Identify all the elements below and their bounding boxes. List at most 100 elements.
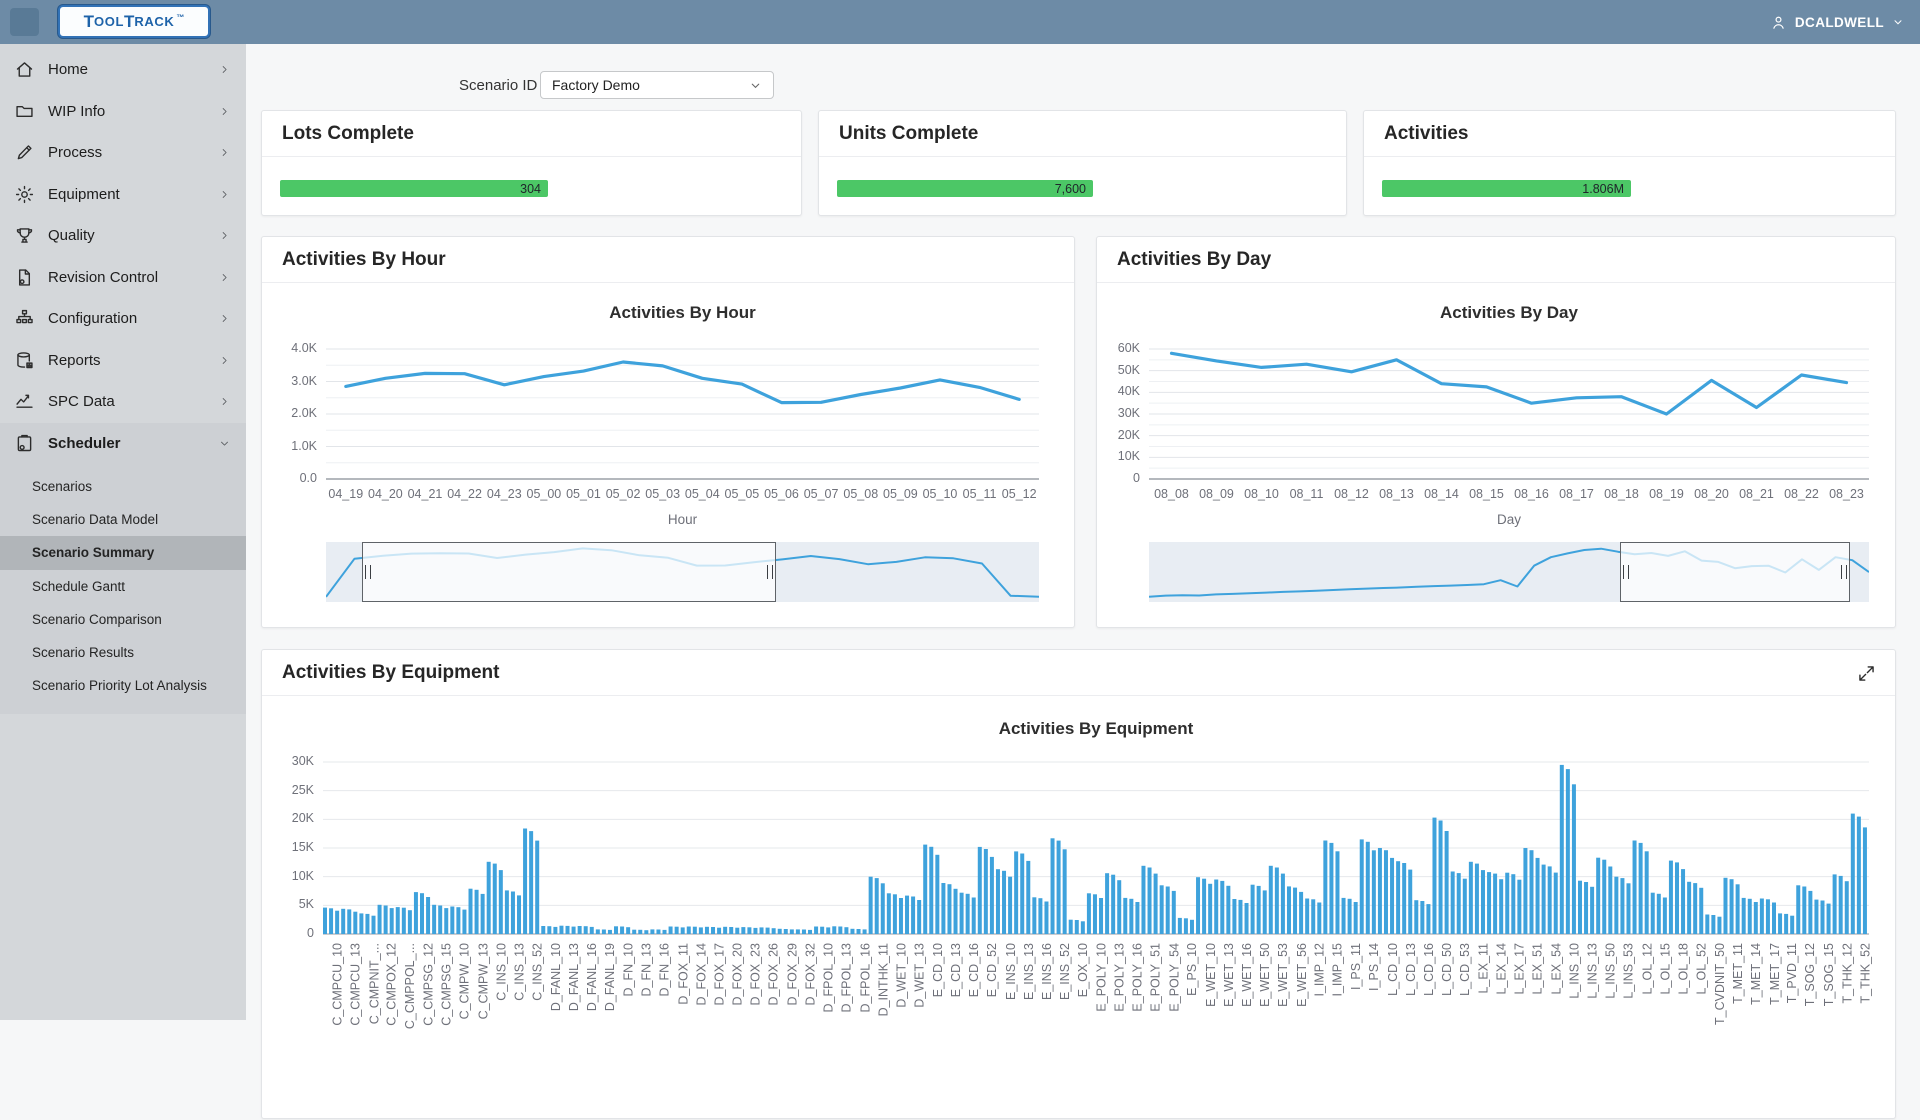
brush-handle-left[interactable] (365, 565, 371, 579)
kpi-title: Units Complete (839, 123, 979, 144)
sidebar-item-process[interactable]: Process (0, 132, 246, 174)
x-axis-tick-label: 04_22 (447, 487, 482, 501)
brush-handle-right[interactable] (1841, 565, 1847, 579)
y-axis-tick-label: 30K (291, 754, 314, 768)
chart-title: Activities By Day (1440, 303, 1578, 322)
sidebar-item-reports[interactable]: Reports (0, 340, 246, 382)
sidebar-item-scenario-summary[interactable]: Scenario Summary (0, 536, 246, 570)
scenario-id-label: Scenario ID (459, 77, 538, 94)
kpi-title: Lots Complete (282, 123, 414, 144)
sidebar-item-scheduler[interactable]: Scheduler (0, 422, 246, 464)
x-axis-tick-label: 05_11 (962, 487, 997, 501)
x-axis-tick-label: E_WET_50 (1258, 943, 1273, 1007)
brush-handle-left[interactable] (1623, 565, 1629, 579)
x-axis-tick-label: 05_10 (922, 487, 958, 501)
sidebar-item-scenario-comparison[interactable]: Scenario Comparison (0, 603, 246, 636)
x-axis-tick-label: E_POLY_16 (1130, 943, 1145, 1012)
chevron-down-icon (751, 83, 760, 88)
brush-window[interactable] (1620, 542, 1850, 602)
x-axis-tick-label: T_THK_52 (1858, 943, 1873, 1004)
x-axis-tick-label: E_INS_10 (1003, 943, 1018, 1000)
sidebar-item-configuration[interactable]: Configuration (0, 298, 246, 340)
sidebar-item-schedule-gantt[interactable]: Schedule Gantt (0, 570, 246, 603)
x-axis-tick-label: D_FN_13 (639, 943, 654, 997)
x-axis-tick-label: 05_08 (843, 487, 879, 501)
x-axis-tick-label: 05_03 (645, 487, 681, 501)
x-axis-tick-label: D_FOX_23 (748, 943, 763, 1006)
kpi-progress-bar: 304 (280, 180, 548, 197)
sidebar-item-label: WIP Info (48, 102, 106, 120)
kpi-card-activities: Activities 1.806M (1363, 110, 1896, 216)
chevron-right-icon (222, 107, 227, 115)
sidebar-item-wip-info[interactable]: WIP Info (0, 91, 246, 133)
x-axis-tick-label: C_CMPOX_12 (385, 943, 400, 1026)
trophy-icon (16, 228, 33, 244)
menu-button[interactable] (10, 8, 39, 36)
x-axis-tick-label: T_MET_11 (1731, 943, 1745, 1004)
brush-handle-right[interactable] (767, 565, 773, 579)
x-axis-tick-label: D_FN_16 (657, 943, 672, 997)
x-axis-tick-label: L_EX_17 (1512, 943, 1527, 995)
folder-icon (16, 105, 33, 117)
x-axis-tick-label: L_EX_11 (1476, 943, 1491, 994)
y-axis-tick-label: 0 (1133, 471, 1140, 485)
x-axis-tick-label: 08_14 (1424, 487, 1459, 501)
sidebar-item-scenarios[interactable]: Scenarios (0, 470, 246, 503)
y-axis-tick-label: 40K (1117, 384, 1140, 399)
x-axis-tick-label: L_EX_51 (1530, 943, 1545, 995)
sidebar-item-scenario-results[interactable]: Scenario Results (0, 636, 246, 669)
tooltrack-logo[interactable]: T O O L T R A C K ™ (58, 5, 210, 38)
sidebar-item-label: Revision Control (48, 268, 159, 286)
brush-window[interactable] (362, 542, 776, 602)
chart-card-title: Activities By Hour (282, 249, 446, 270)
sub-item-label: Scenario Summary (32, 545, 155, 561)
sidebar-item-scenario-data-model[interactable]: Scenario Data Model (0, 503, 246, 536)
x-axis-tick-label: L_INS_53 (1621, 943, 1636, 999)
brush-strip[interactable] (326, 542, 1039, 602)
sidebar-item-scenario-priority-lot-analysis[interactable]: Scenario Priority Lot Analysis (0, 669, 246, 702)
sidebar-item-equipment[interactable]: Equipment (0, 174, 246, 216)
sidebar-item-label: SPC Data (48, 393, 115, 411)
x-axis-tick-label: 05_00 (526, 487, 562, 501)
sidebar-item-revision-control[interactable]: Revision Control (0, 257, 246, 299)
chevron-right-icon (222, 149, 227, 157)
y-axis-tick-label: 2.0K (291, 406, 317, 420)
chevron-right-icon (222, 315, 227, 323)
document-icon (18, 269, 31, 286)
x-axis-tick-label: 05_04 (684, 487, 720, 501)
kpi-title: Activities (1384, 123, 1469, 144)
kpi-value: 304 (520, 181, 541, 196)
kpi-progress-bar: 1.806M (1382, 180, 1631, 197)
expand-button[interactable] (1855, 663, 1877, 685)
divider (1097, 282, 1895, 283)
y-axis-tick-label: 4.0K (291, 341, 317, 355)
x-axis-tick-label: C_INS_52 (530, 943, 545, 1001)
x-axis-tick-label: D_FOX_26 (767, 943, 781, 1006)
x-axis-tick-label: 04_20 (368, 487, 403, 501)
x-axis-tick-label: 05_09 (883, 487, 918, 501)
x-axis-tick-label: T_SOG_15 (1821, 943, 1836, 1007)
x-axis-tick-label: 05_06 (764, 487, 799, 501)
axis-title: Hour (667, 512, 698, 527)
y-axis-tick-label: 30K (1117, 406, 1140, 420)
chevron-right-icon (222, 232, 227, 240)
x-axis-tick-label: L_CD_13 (1403, 943, 1418, 996)
x-axis-tick-label: C_CMPW_10 (457, 943, 472, 1020)
x-axis-tick-label: L_CD_16 (1421, 943, 1436, 996)
user-menu[interactable]: DCALDWELL (1770, 0, 1904, 44)
sidebar-item-spc-data[interactable]: SPC Data (0, 381, 246, 423)
y-axis-tick-label: 10K (291, 868, 314, 883)
scenario-select[interactable]: Factory Demo (540, 71, 774, 99)
brush-strip[interactable] (1149, 542, 1869, 602)
sidebar-item-quality[interactable]: Quality (0, 215, 246, 257)
sidebar-item-label: Home (48, 61, 89, 79)
x-axis-tick-label: 05_07 (803, 487, 839, 501)
sidebar-item-home[interactable]: Home (0, 49, 246, 91)
x-axis-tick-label: C_INS_10 (494, 943, 509, 1001)
chart-card-title: Activities By Equipment (282, 662, 500, 683)
x-axis-tick-label: L_OL_12 (1640, 943, 1655, 995)
x-axis-tick-label: E_INS_16 (1039, 943, 1054, 1000)
sidebar: Home WIP Info Process Equipment Quality Revis… (0, 44, 246, 1020)
y-axis-tick-label: 15K (291, 840, 314, 854)
y-axis-tick-label: 20K (1117, 427, 1140, 442)
